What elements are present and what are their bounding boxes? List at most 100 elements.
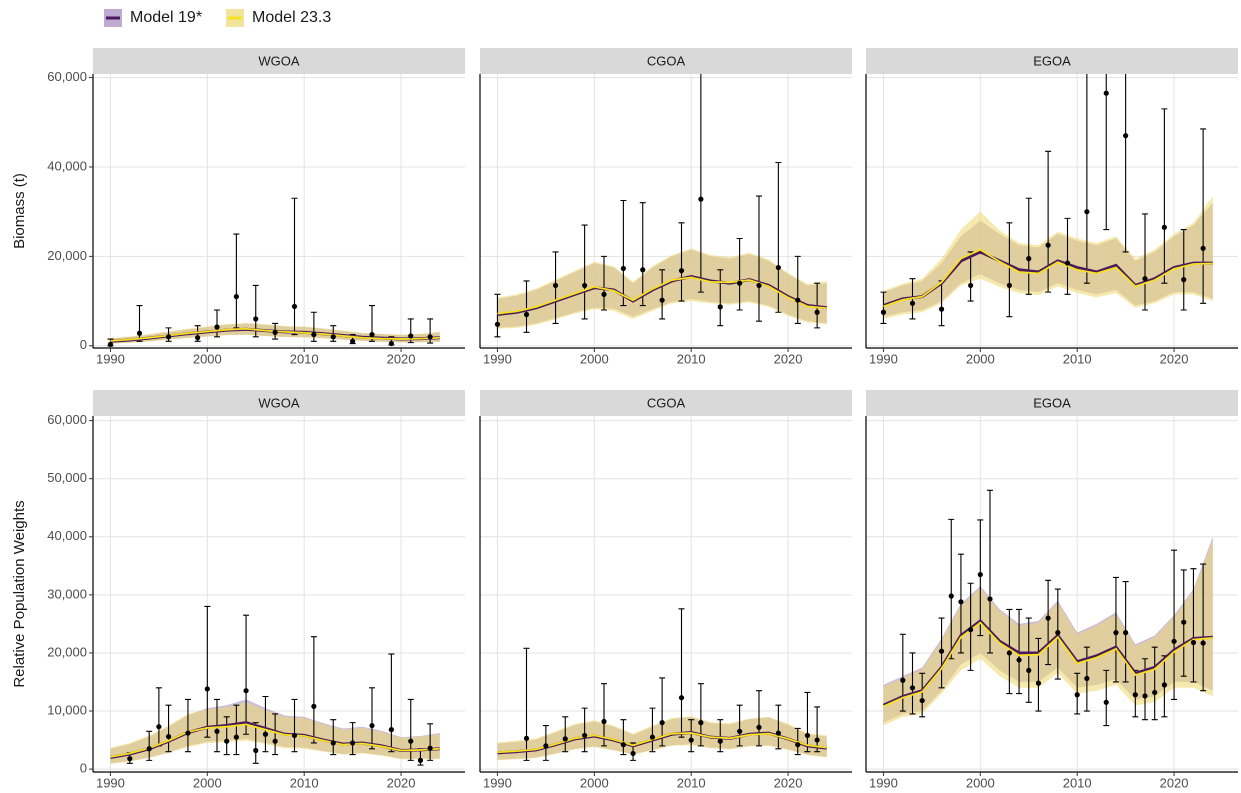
observed-point [620, 265, 626, 272]
observed-point [1171, 638, 1177, 644]
error-bar [562, 716, 569, 753]
observed-point [1064, 260, 1071, 266]
error-bar [369, 687, 375, 750]
observed-point [698, 720, 704, 726]
observed-point [1142, 276, 1148, 282]
strip-label: WGOA [258, 53, 299, 68]
observed-point [938, 306, 945, 312]
observed-point [582, 732, 588, 739]
error-bar [756, 195, 762, 322]
observed-point [977, 571, 983, 578]
x-tick-label: 1990 [869, 351, 898, 366]
legend-label: Model 23.3 [252, 9, 331, 26]
model-line [497, 732, 827, 754]
error-bar [756, 690, 762, 747]
error-bar [581, 224, 588, 320]
error-bar [659, 677, 666, 747]
error-bar [736, 237, 743, 311]
observed-point [968, 282, 974, 289]
legend-label: Model 19* [130, 9, 202, 26]
observed-point [814, 737, 820, 743]
y-axis-label: Relative Population Weights [11, 500, 28, 687]
observed-point [582, 282, 588, 289]
strip-label: EGOA [1033, 395, 1071, 410]
error-bar [678, 608, 685, 738]
observed-point [909, 300, 916, 306]
error-bar [649, 707, 656, 753]
y-tick-label: 10,000 [47, 702, 87, 717]
observed-point [156, 724, 162, 730]
observed-point [1055, 630, 1061, 636]
observed-point [107, 341, 114, 348]
observed-point [253, 316, 259, 322]
observed-point [330, 334, 336, 340]
error-bar [1064, 217, 1071, 295]
observed-point [698, 196, 704, 202]
x-tick-label: 2010 [1063, 775, 1092, 790]
x-tick-label: 2000 [193, 351, 222, 366]
observed-point [1074, 692, 1080, 698]
error-bar [204, 605, 211, 738]
observed-point [958, 599, 964, 605]
error-bar [967, 251, 974, 302]
observed-point [272, 329, 278, 335]
y-axis-label: Biomass (t) [11, 173, 28, 249]
observed-point [717, 304, 723, 310]
x-tick-label: 2020 [1160, 775, 1189, 790]
observed-point [1132, 692, 1138, 698]
observed-point [737, 728, 743, 734]
error-bar [697, 74, 704, 293]
x-tick-label: 1990 [869, 775, 898, 790]
x-tick-label: 2000 [966, 775, 995, 790]
observed-point [1035, 680, 1042, 686]
plot-area [107, 197, 440, 348]
observed-point [311, 703, 317, 709]
observed-point [388, 340, 394, 347]
observed-point [938, 648, 945, 654]
observed-point [243, 688, 249, 694]
observed-point [1190, 639, 1197, 646]
strip [480, 390, 852, 416]
error-bar [262, 695, 269, 753]
observed-point [900, 677, 906, 683]
observed-point [369, 331, 375, 338]
observed-point [1045, 615, 1051, 621]
error-bar [678, 222, 685, 302]
observed-point [136, 330, 143, 336]
observed-point [1152, 689, 1158, 696]
x-tick-label: 2020 [387, 775, 416, 790]
error-bar [948, 518, 955, 660]
error-bar [909, 652, 916, 715]
error-bar [1151, 646, 1158, 721]
strip-label: CGOA [647, 395, 686, 410]
observed-point [204, 686, 210, 692]
error-bar [233, 704, 240, 756]
error-bar [1180, 229, 1187, 311]
model-line [883, 248, 1213, 308]
error-bar [542, 724, 549, 761]
observed-point [756, 282, 762, 289]
error-bar [494, 293, 501, 338]
observed-point [388, 727, 394, 733]
error-bar [794, 255, 801, 324]
model-line [110, 723, 440, 758]
observed-point [659, 297, 665, 303]
observed-point [165, 733, 172, 740]
error-bar [523, 647, 530, 761]
error-bar [1122, 74, 1129, 253]
error-bar [523, 280, 530, 333]
observed-point [795, 742, 801, 748]
observed-point [408, 738, 414, 744]
error-bar [717, 719, 724, 753]
error-bar [1200, 128, 1207, 304]
error-bar [814, 706, 821, 753]
strip [866, 48, 1238, 74]
observed-point [195, 335, 201, 341]
x-tick-label: 1990 [96, 775, 125, 790]
observed-point [253, 747, 259, 754]
observed-point [552, 282, 559, 289]
error-bar [223, 716, 230, 756]
x-tick-label: 1990 [483, 351, 512, 366]
error-bar [1190, 568, 1197, 683]
observed-point [127, 756, 133, 762]
